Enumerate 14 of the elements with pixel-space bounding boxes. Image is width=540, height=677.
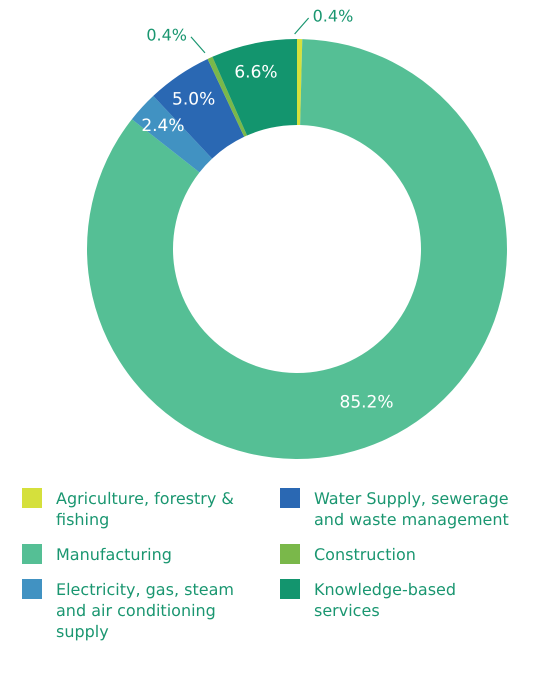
- legend-label: Knowledge-based services: [314, 579, 458, 621]
- data-label: 85.2%: [340, 392, 394, 412]
- legend-label: Water Supply, sewerage and waste management: [314, 488, 510, 530]
- data-label: 0.4%: [312, 6, 354, 26]
- data-label: 6.6%: [234, 62, 278, 83]
- legend-label: Manufacturing: [56, 544, 173, 565]
- donut-slice: [297, 39, 302, 126]
- legend-label: Electricity, gas, steam and air conditioning supply: [56, 579, 235, 642]
- data-label: 5.0%: [172, 89, 216, 110]
- donut-slice: [87, 39, 507, 459]
- legend-label: Construction: [314, 544, 417, 565]
- legend-label: Agriculture, forestry & fishing: [56, 488, 235, 530]
- data-label: 2.4%: [141, 116, 185, 136]
- data-label: 0.4%: [146, 25, 187, 44]
